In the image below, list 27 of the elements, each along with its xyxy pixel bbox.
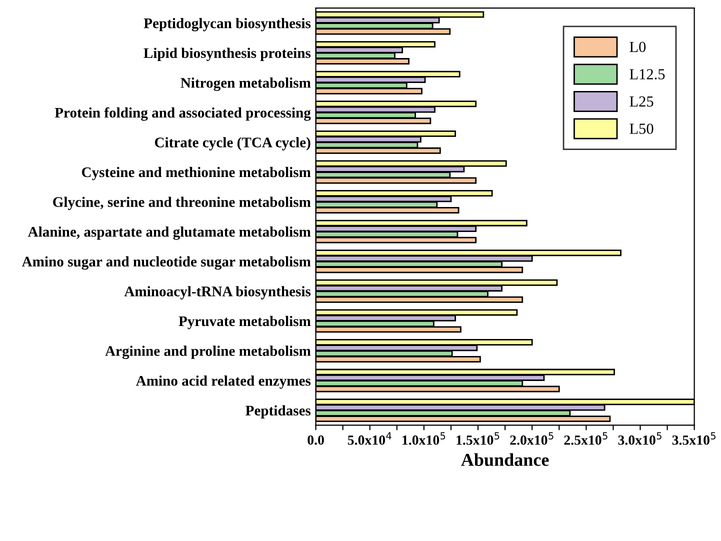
x-tick-label: 1.5x10$^{5}$	[456, 432, 500, 445]
x-tick-label: 2.0x10$^{5}$	[510, 432, 554, 445]
y-tick-label: Alanine, aspartate and glutamate metabolism	[28, 226, 311, 240]
x-tick-label: 3.0x10$^{5}$	[618, 432, 662, 445]
y-tick-label: Citrate cycle (TCA cycle)	[154, 137, 310, 150]
y-tick-label: Peptidoglycan biosynthesis	[144, 18, 311, 32]
y-tick-label: Peptidases	[246, 405, 311, 418]
x-axis-title: Abundance	[461, 453, 549, 466]
y-tick-label: Aminoacyl-tRNA biosynthesis	[124, 286, 311, 300]
legend-label: L12.5	[630, 69, 665, 80]
x-tick-label: 3.5x10$^{5}$	[672, 432, 716, 445]
y-tick-label: Amino sugar and nucleotide sugar metabolism	[22, 256, 311, 270]
x-tick-label: 1.0x10$^{5}$	[402, 432, 446, 445]
y-tick-label: Cysteine and methionine metabolism	[82, 166, 311, 180]
y-tick-label: Arginine and proline metabolism	[105, 346, 311, 360]
legend-label: L25	[630, 96, 654, 107]
y-tick-label: Lipid biosynthesis proteins	[144, 48, 311, 62]
x-tick-label: 5.0x10$^{4}$	[348, 432, 392, 445]
legend-label: L0	[630, 42, 646, 52]
y-tick-label: Amino acid related enzymes	[136, 375, 311, 389]
y-tick-label: Protein folding and associated processing	[54, 107, 311, 121]
legend-label: L50	[630, 124, 654, 134]
x-tick-label: 0.0	[308, 435, 324, 445]
y-tick-label: Glycine, serine and threonine metabolism	[53, 196, 311, 210]
y-tick-label: Nitrogen metabolism	[180, 78, 311, 91]
x-tick-label: 2.5x10$^{5}$	[564, 432, 608, 445]
y-tick-label: Pyruvate metabolism	[178, 316, 311, 330]
